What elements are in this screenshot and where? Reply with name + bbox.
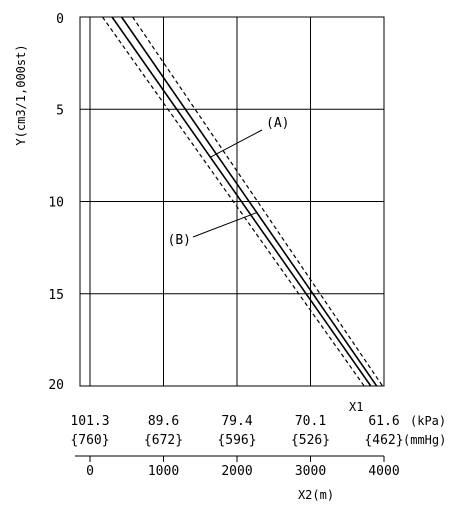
x1-mmhg-tick-label: {462} — [364, 433, 403, 448]
annotation-leader — [210, 129, 263, 158]
annotation-label: (B) — [168, 233, 191, 248]
x2-tick-label: 4000 — [368, 464, 399, 479]
series-line-4 — [132, 16, 384, 387]
annotations: (A) (B) — [168, 116, 290, 248]
x1-kpa-tick-label: 101.3 — [70, 414, 109, 429]
x1-kpa-tick-label: 89.6 — [148, 414, 179, 429]
x2-axis-label: X2(m) — [298, 488, 334, 502]
series-group — [102, 16, 384, 387]
series-line-1 — [102, 16, 365, 387]
x2-tick-label: 0 — [86, 464, 94, 479]
x1-mmhg-tick-label: {596} — [217, 433, 256, 448]
x1-kpa-tick-label: 70.1 — [295, 414, 326, 429]
x1-kpa-tick-label: 61.6 — [368, 414, 399, 429]
y-tick-label: 5 — [56, 103, 64, 118]
series-line-2 — [111, 16, 372, 387]
x2-tick-label: 1000 — [148, 464, 179, 479]
x1-mmhg-tick-label: {672} — [144, 433, 183, 448]
annotation-label: (A) — [266, 116, 289, 131]
x1-kpa-tick-label: 79.4 — [221, 414, 252, 429]
x1-mmhg-tick-label: {526} — [291, 433, 330, 448]
y-tick-label: 0 — [56, 12, 64, 27]
x1-axis-label: X1 — [349, 400, 363, 414]
x2-tick-label: 2000 — [221, 464, 252, 479]
y-tick-label: 20 — [48, 378, 64, 393]
x2-tick-label: 3000 — [295, 464, 326, 479]
y-axis-label: Y(cm3/1,000st) — [14, 44, 28, 145]
grid — [79, 16, 385, 387]
series-line-3 — [120, 16, 378, 387]
y-tick-label: 10 — [48, 196, 64, 211]
annotation-leader — [192, 212, 257, 238]
axes: 0 5 10 15 20 101.3 89.6 79.4 70.1 61.6 {760} {672} {… — [48, 12, 403, 479]
x1-kpa-unit: (kPa) — [410, 414, 446, 428]
x1-mmhg-unit: (mmHg) — [403, 433, 446, 447]
x1-mmhg-tick-label: {760} — [70, 433, 109, 448]
y-tick-label: 15 — [48, 288, 64, 303]
